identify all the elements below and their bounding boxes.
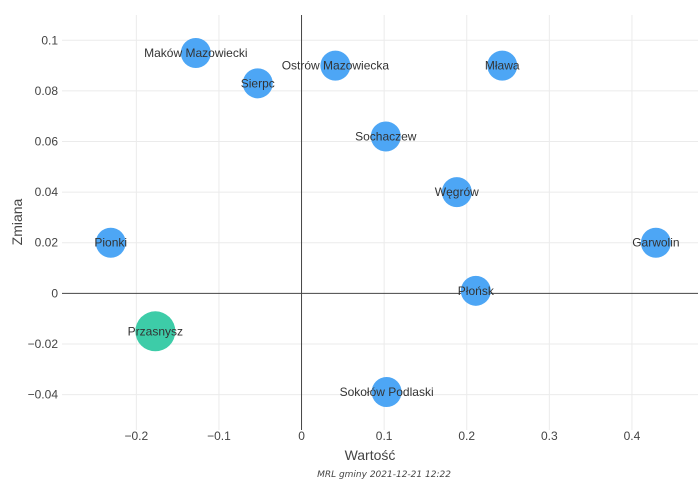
data-point-label: Przasnysz	[128, 324, 183, 338]
data-point-label: Sierpc	[241, 76, 275, 90]
data-point	[320, 50, 351, 81]
zero-lines	[62, 15, 698, 430]
data-point	[370, 121, 401, 152]
grid	[62, 15, 698, 430]
data-point	[460, 275, 491, 306]
data-point	[441, 177, 472, 208]
chart-footer: MRL gminy 2021-12-21 12:22	[317, 470, 451, 480]
x-tick-label: −0.2	[124, 429, 148, 443]
data-point	[135, 311, 176, 352]
x-axis-ticks: −0.2 −0.1 0 0.1 0.2 0.3 0.4	[124, 429, 640, 443]
data-point	[487, 50, 518, 81]
data-point-label: Płońsk	[458, 284, 495, 298]
x-tick-label: 0.3	[541, 429, 558, 443]
x-axis-title: Wartość	[345, 447, 396, 463]
y-tick-label: −0.04	[28, 388, 59, 402]
data-point-label: Mława	[485, 59, 520, 73]
y-tick-label: 0	[51, 286, 58, 300]
y-axis-title: Zmiana	[9, 198, 25, 245]
y-tick-label: 0.1	[41, 33, 58, 47]
data-point-label: Garwolin	[632, 236, 679, 250]
y-tick-label: 0.02	[35, 236, 59, 250]
y-axis-ticks: −0.04 −0.02 0 0.02 0.04 0.06 0.08 0.1	[28, 33, 59, 401]
data-point	[371, 377, 402, 408]
data-point-label: Ostrów Mazowiecka	[282, 59, 390, 73]
data-point	[95, 227, 126, 258]
y-tick-label: 0.04	[35, 185, 59, 199]
data-point	[242, 68, 273, 99]
x-tick-label: −0.1	[207, 429, 231, 443]
x-tick-label: 0	[298, 429, 305, 443]
x-tick-label: 0.4	[624, 429, 641, 443]
x-tick-label: 0.2	[458, 429, 475, 443]
x-tick-label: 0.1	[376, 429, 393, 443]
data-point-label: Maków Mazowiecki	[144, 46, 247, 60]
data-point	[640, 227, 671, 258]
data-point-label: Pionki	[94, 236, 127, 250]
data-point-label: Węgrów	[435, 185, 479, 199]
data-points: Maków Mazowiecki Sierpc Ostrów Mazowiecka M…	[94, 37, 680, 408]
y-tick-label: −0.02	[28, 337, 59, 351]
data-point	[180, 37, 211, 68]
data-point-label: Sokołów Podlaski	[340, 385, 434, 399]
y-tick-label: 0.08	[35, 84, 59, 98]
y-tick-label: 0.06	[35, 135, 59, 149]
data-point-label: Sochaczew	[355, 129, 417, 143]
